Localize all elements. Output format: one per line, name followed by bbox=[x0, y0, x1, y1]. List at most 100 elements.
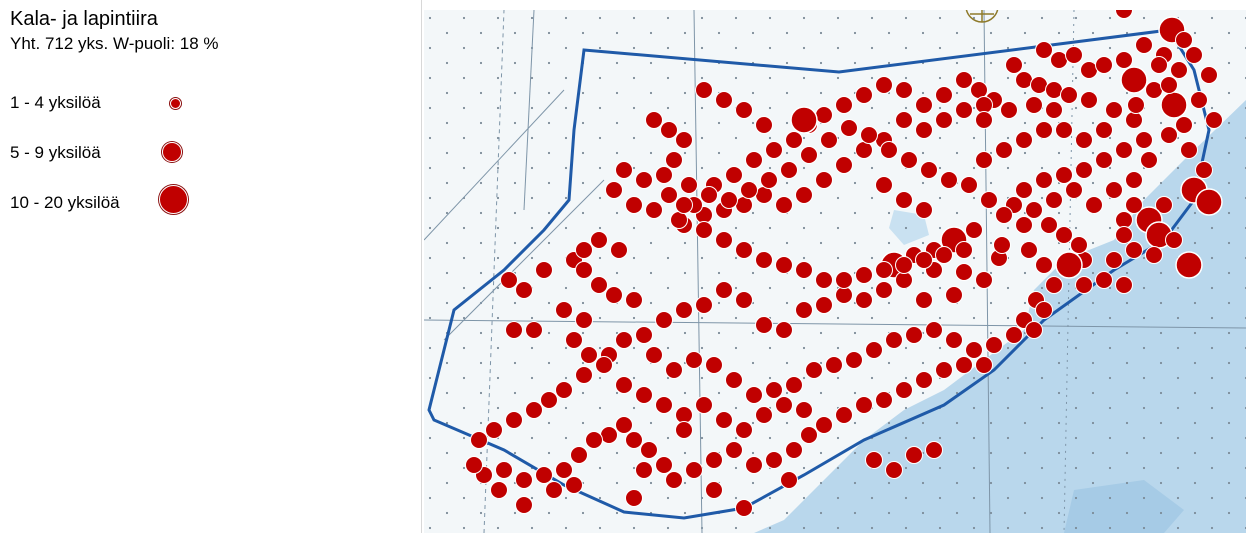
observation-point bbox=[490, 481, 508, 499]
legend-swatch-small bbox=[170, 98, 181, 109]
observation-point bbox=[915, 201, 933, 219]
observation-point bbox=[605, 286, 623, 304]
legend-row-large: 10 - 20 yksilöä bbox=[10, 185, 310, 218]
observation-point bbox=[685, 351, 703, 369]
observation-point bbox=[1205, 111, 1223, 129]
observation-point bbox=[700, 186, 718, 204]
observation-point bbox=[1135, 131, 1153, 149]
observation-point bbox=[675, 131, 693, 149]
observation-point bbox=[975, 96, 993, 114]
observation-point bbox=[795, 261, 813, 279]
observation-point bbox=[875, 281, 893, 299]
observation-point bbox=[595, 356, 613, 374]
observation-point bbox=[980, 191, 998, 209]
observation-point bbox=[1000, 101, 1018, 119]
observation-point bbox=[525, 321, 543, 339]
observation-point bbox=[975, 271, 993, 289]
observation-point bbox=[805, 361, 823, 379]
observation-point bbox=[1125, 171, 1143, 189]
observation-point bbox=[645, 201, 663, 219]
observation-point bbox=[935, 246, 953, 264]
observation-point bbox=[1035, 301, 1053, 319]
observation-point bbox=[515, 281, 533, 299]
observation-point bbox=[1075, 131, 1093, 149]
observation-point bbox=[825, 356, 843, 374]
observation-point bbox=[905, 326, 923, 344]
observation-point bbox=[610, 241, 628, 259]
observation-point bbox=[675, 196, 693, 214]
observation-point bbox=[1035, 256, 1053, 274]
legend-swatch-large bbox=[159, 185, 188, 214]
observation-point bbox=[815, 106, 833, 124]
observation-point bbox=[1050, 51, 1068, 69]
observation-point bbox=[1170, 61, 1188, 79]
observation-point bbox=[675, 421, 693, 439]
observation-point bbox=[795, 186, 813, 204]
observation-point bbox=[655, 396, 673, 414]
observation-point bbox=[1095, 121, 1113, 139]
observation-point bbox=[675, 301, 693, 319]
observation-point bbox=[645, 346, 663, 364]
observation-point bbox=[1085, 196, 1103, 214]
observation-point bbox=[735, 241, 753, 259]
observation-point bbox=[915, 371, 933, 389]
observation-points bbox=[465, 10, 1223, 517]
observation-point bbox=[800, 426, 818, 444]
observation-point bbox=[1065, 46, 1083, 64]
observation-point bbox=[585, 431, 603, 449]
observation-point bbox=[1165, 231, 1183, 249]
observation-point bbox=[625, 489, 643, 507]
observation-point bbox=[715, 281, 733, 299]
observation-point bbox=[505, 411, 523, 429]
observation-point bbox=[685, 461, 703, 479]
observation-point bbox=[1125, 111, 1143, 129]
observation-point bbox=[875, 76, 893, 94]
map-area[interactable] bbox=[424, 10, 1246, 533]
observation-point bbox=[695, 396, 713, 414]
observation-point bbox=[1055, 251, 1083, 279]
observation-point bbox=[745, 386, 763, 404]
observation-point bbox=[565, 331, 583, 349]
observation-point bbox=[1180, 141, 1198, 159]
observation-point bbox=[515, 471, 533, 489]
observation-point bbox=[1075, 161, 1093, 179]
observation-point bbox=[1185, 46, 1203, 64]
observation-point bbox=[1125, 196, 1143, 214]
observation-point bbox=[745, 456, 763, 474]
observation-point bbox=[635, 386, 653, 404]
observation-point bbox=[975, 151, 993, 169]
nautical-chart-map[interactable] bbox=[424, 10, 1246, 533]
observation-point bbox=[705, 356, 723, 374]
observation-point bbox=[955, 71, 973, 89]
observation-point bbox=[660, 186, 678, 204]
observation-point bbox=[935, 86, 953, 104]
observation-point bbox=[815, 416, 833, 434]
observation-point bbox=[1135, 36, 1153, 54]
observation-point bbox=[1035, 41, 1053, 59]
observation-point bbox=[1045, 101, 1063, 119]
observation-point bbox=[695, 81, 713, 99]
observation-point bbox=[1005, 326, 1023, 344]
observation-point bbox=[1190, 91, 1208, 109]
observation-point bbox=[915, 96, 933, 114]
observation-point bbox=[680, 176, 698, 194]
observation-point bbox=[925, 321, 943, 339]
observation-point bbox=[540, 391, 558, 409]
soundings bbox=[424, 10, 1246, 533]
observation-point bbox=[1015, 71, 1033, 89]
observation-point bbox=[505, 321, 523, 339]
observation-point bbox=[1025, 321, 1043, 339]
observation-point bbox=[590, 276, 608, 294]
observation-point bbox=[1125, 241, 1143, 259]
observation-point bbox=[665, 151, 683, 169]
observation-point bbox=[740, 181, 758, 199]
observation-point bbox=[780, 161, 798, 179]
observation-point bbox=[960, 176, 978, 194]
observation-point bbox=[880, 141, 898, 159]
observation-point bbox=[895, 111, 913, 129]
observation-point bbox=[615, 331, 633, 349]
observation-point bbox=[815, 271, 833, 289]
observation-point bbox=[1105, 251, 1123, 269]
observation-point bbox=[655, 456, 673, 474]
observation-point bbox=[920, 161, 938, 179]
